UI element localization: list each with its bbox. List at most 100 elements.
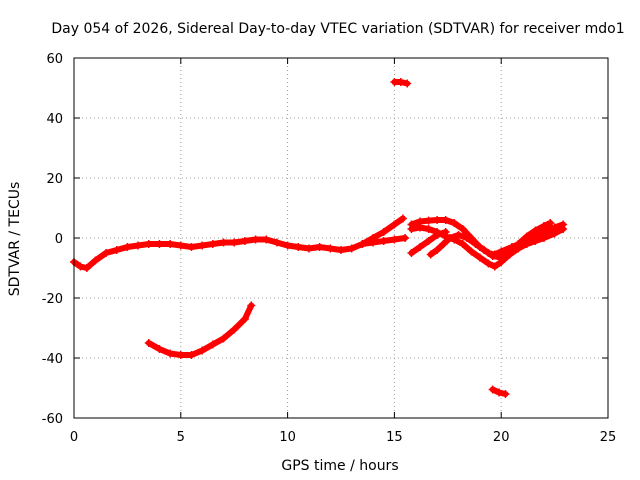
data-point [416, 243, 425, 251]
data-point [539, 222, 548, 230]
series-lower-arc [144, 301, 256, 359]
data-point [495, 388, 504, 397]
data-point [123, 243, 132, 251]
y-axis-title: SDTVAR / TECUs [7, 182, 23, 297]
data-point [390, 220, 399, 229]
data-point [283, 241, 292, 250]
data-point [91, 256, 100, 265]
data-point [454, 231, 463, 239]
data-point [407, 249, 416, 257]
x-tick-label: 25 [600, 430, 617, 445]
data-point [144, 339, 153, 347]
data-point [208, 340, 217, 349]
y-tick-label: -60 [42, 412, 63, 427]
data-point [550, 229, 559, 238]
data-point [112, 246, 121, 254]
data-point [82, 264, 91, 272]
data-point [488, 385, 497, 394]
data-point [166, 349, 175, 358]
y-tick-label: 40 [46, 112, 63, 127]
data-point [475, 253, 484, 262]
data-point [433, 228, 442, 236]
data-point [272, 238, 281, 247]
data-point [445, 234, 454, 242]
y-tick-label: 0 [55, 232, 63, 247]
data-point [369, 238, 378, 247]
data-point [134, 241, 143, 250]
data-point [251, 235, 260, 244]
series-trace [427, 220, 554, 261]
data-point [505, 249, 514, 257]
data-series [70, 78, 568, 398]
data-point [488, 252, 497, 260]
data-point [426, 250, 435, 259]
chart-title: Day 054 of 2026, Sidereal Day-to-day VTE… [51, 21, 624, 37]
data-point [450, 219, 459, 227]
data-point [480, 246, 489, 254]
data-point [439, 240, 448, 248]
data-point [262, 235, 271, 244]
data-point [490, 262, 499, 271]
data-point [531, 237, 540, 245]
data-point [240, 237, 249, 245]
data-point [102, 249, 111, 257]
data-point [467, 247, 476, 256]
data-point [424, 216, 433, 225]
data-point [358, 240, 367, 248]
x-tick-label: 15 [386, 430, 403, 445]
x-tick-label: 0 [70, 430, 78, 445]
data-point [155, 345, 164, 353]
data-point [522, 240, 531, 248]
data-point [407, 225, 416, 233]
data-point [441, 216, 450, 224]
data-point [166, 240, 175, 248]
data-point [230, 238, 239, 247]
data-point [230, 325, 239, 334]
data-point [433, 216, 442, 224]
data-point [546, 219, 555, 227]
y-axis-ticks: -60 -40 -20 0 20 40 60 [42, 52, 608, 427]
data-point [187, 243, 196, 251]
y-tick-label: 60 [46, 52, 63, 67]
x-tick-label: 10 [279, 430, 296, 445]
data-point [337, 246, 345, 254]
data-point [315, 243, 324, 251]
data-point [240, 315, 249, 323]
data-point [379, 228, 388, 236]
data-point [514, 240, 523, 248]
data-point [497, 253, 506, 262]
data-point [208, 240, 217, 248]
data-point [416, 223, 425, 232]
data-point [379, 237, 388, 245]
data-point [198, 241, 207, 250]
data-point [424, 237, 433, 245]
data-point [219, 334, 228, 343]
y-tick-label: 20 [46, 172, 63, 187]
data-point [458, 240, 467, 248]
x-tick-label: 20 [493, 430, 510, 445]
data-point [326, 244, 335, 253]
x-axis-ticks: 0 5 10 15 20 25 [70, 58, 616, 445]
data-point [531, 226, 540, 235]
data-point [294, 243, 303, 251]
data-point [522, 232, 531, 241]
data-point [144, 240, 153, 248]
data-point [398, 214, 407, 223]
data-point [176, 351, 185, 359]
data-point [471, 240, 480, 248]
data-point [401, 234, 410, 242]
data-point [247, 301, 256, 310]
x-axis-title: GPS time / hours [281, 458, 398, 474]
data-point [347, 244, 356, 253]
data-point [463, 234, 472, 242]
y-tick-label: -40 [42, 352, 63, 367]
data-point [484, 259, 493, 268]
series-main-band-2 [358, 234, 410, 248]
data-point [219, 238, 228, 247]
series-isolated-high [390, 78, 412, 88]
data-point [396, 78, 405, 86]
data-point [458, 225, 467, 233]
data-point [403, 79, 412, 88]
data-point [76, 262, 85, 271]
data-point [187, 351, 196, 359]
